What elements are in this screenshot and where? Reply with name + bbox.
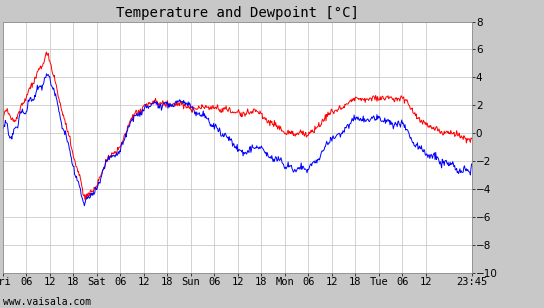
Title: Temperature and Dewpoint [°C]: Temperature and Dewpoint [°C] [116, 6, 358, 20]
Text: www.vaisala.com: www.vaisala.com [3, 297, 91, 307]
